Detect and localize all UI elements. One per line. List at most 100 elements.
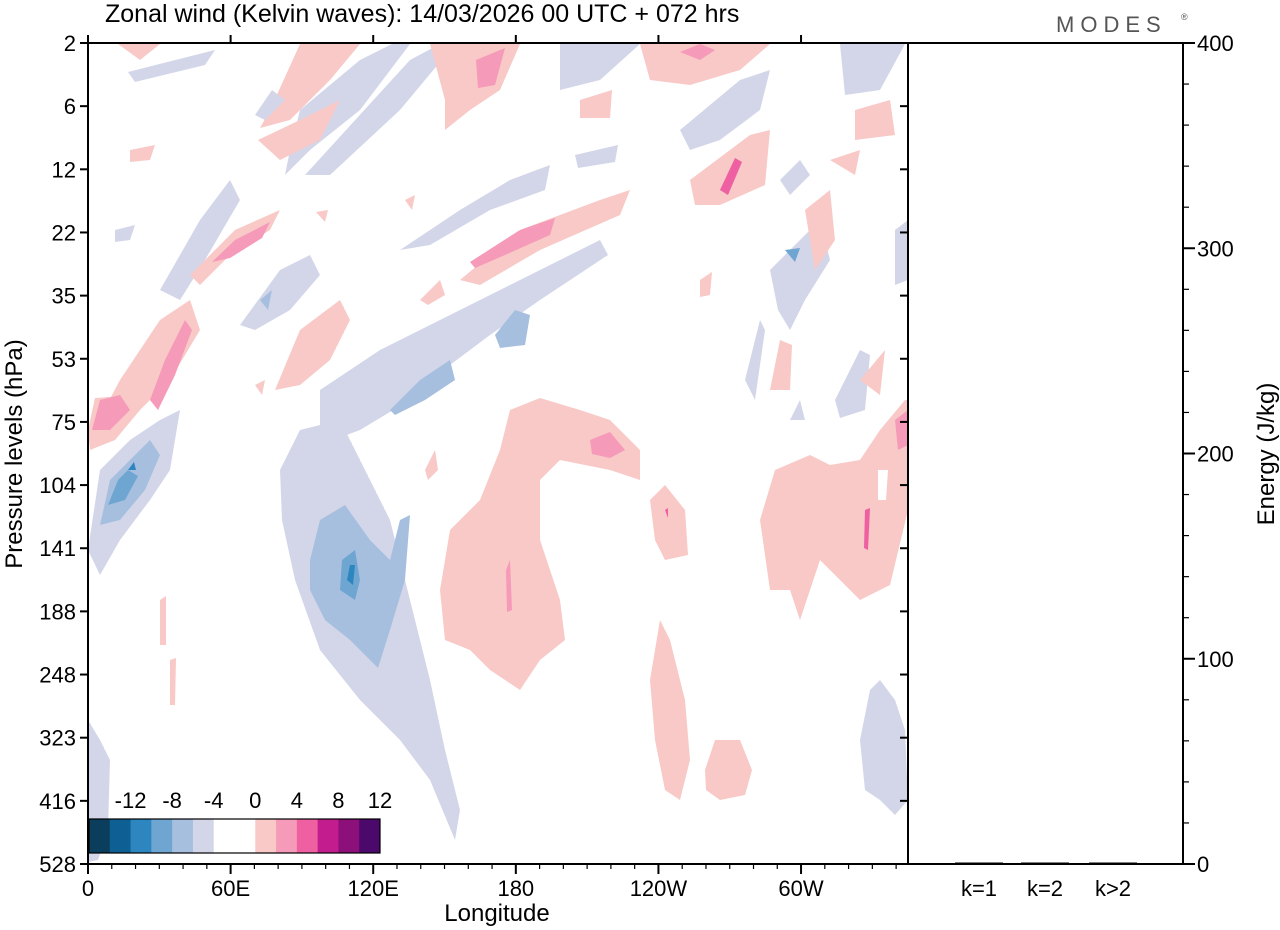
energy-bar xyxy=(1021,862,1069,864)
wind-anomaly-region xyxy=(860,680,908,815)
x-tick-label: 120E xyxy=(348,876,399,901)
colorbar-swatch xyxy=(255,819,277,853)
wind-anomaly-region xyxy=(320,240,608,445)
wind-anomaly-region xyxy=(390,360,455,415)
wind-anomaly-region xyxy=(878,470,888,500)
colorbar-swatch xyxy=(276,819,298,853)
y-tick-label: 35 xyxy=(52,284,76,309)
colorbar-swatch xyxy=(359,819,381,853)
y-tick-label: 104 xyxy=(39,473,76,498)
colorbar-label: 8 xyxy=(332,788,344,813)
wind-anomaly-region xyxy=(305,44,455,175)
wind-anomaly-region xyxy=(285,44,410,175)
wind-anomaly-region xyxy=(785,248,800,262)
y-tick-label: 188 xyxy=(39,599,76,624)
y-tick-label: 12 xyxy=(52,157,76,182)
wind-anomaly-region xyxy=(690,130,770,205)
wind-anomaly-region xyxy=(470,218,555,268)
wind-anomaly-region xyxy=(495,310,530,348)
wind-anomaly-region xyxy=(680,44,715,60)
wind-anomaly-region xyxy=(260,290,272,310)
colorbar-label: 12 xyxy=(368,788,392,813)
wind-anomaly-region xyxy=(420,280,445,305)
energy-category-label: k=2 xyxy=(1027,876,1063,901)
wind-anomaly-region xyxy=(400,165,550,250)
y-tick-label: 22 xyxy=(52,220,76,245)
brand-registered: ® xyxy=(1181,12,1188,22)
wind-anomaly-region xyxy=(745,320,765,400)
colorbar-label: -12 xyxy=(115,788,147,813)
y-tick-label: 528 xyxy=(39,852,76,877)
wind-anomaly-region xyxy=(316,210,328,222)
x-tick-label: 60E xyxy=(211,876,250,901)
colorbar-swatch xyxy=(192,819,215,853)
energy-axis-label: Energy (J/kg) xyxy=(1253,383,1280,526)
wind-anomaly-region xyxy=(440,398,640,690)
energy-tick-label: 300 xyxy=(1197,236,1234,261)
y-tick-label: 416 xyxy=(39,789,76,814)
wind-anomaly-region xyxy=(405,195,415,210)
colorbar-label: -8 xyxy=(162,788,182,813)
colorbar: -12 -8 -4 0 4 8 12 xyxy=(88,788,392,854)
wind-anomaly-region xyxy=(560,44,640,90)
wind-anomaly-region xyxy=(895,410,908,450)
wind-anomaly-region xyxy=(705,740,752,800)
wind-anomaly-region xyxy=(118,44,160,60)
x-axis-label: Longitude xyxy=(444,900,549,927)
wind-anomaly-region xyxy=(92,395,130,430)
y-tick-label: 2 xyxy=(64,31,76,56)
wind-anomaly-region xyxy=(835,350,870,418)
colorbar-label: -4 xyxy=(204,788,224,813)
wind-anomaly-region xyxy=(115,225,135,242)
energy-tick-label: 200 xyxy=(1197,442,1234,467)
y-tick-label: 248 xyxy=(39,663,76,688)
wind-anomaly-region xyxy=(128,50,215,82)
energy-bar xyxy=(955,862,1003,864)
wind-anomaly-region xyxy=(720,158,742,195)
energy-category-label: k=1 xyxy=(961,876,997,901)
colorbar-label: 0 xyxy=(249,788,261,813)
wind-anomaly-region xyxy=(650,485,688,560)
colorbar-swatch xyxy=(172,819,194,853)
wind-anomaly-region xyxy=(108,470,138,505)
energy-category-label: k>2 xyxy=(1095,876,1131,901)
brand-logo: MODES ® xyxy=(1056,12,1188,37)
wind-anomaly-region xyxy=(170,658,176,705)
wind-anomaly-region xyxy=(864,508,870,550)
y-tick-label: 141 xyxy=(39,536,76,561)
colorbar-swatch xyxy=(89,819,111,853)
colorbar-swatch xyxy=(338,819,360,853)
wind-anomaly-region xyxy=(275,300,350,390)
y-axis-label: Pressure levels (hPa) xyxy=(1,339,28,568)
wind-anomaly-region xyxy=(790,400,805,420)
energy-tick-label: 100 xyxy=(1197,647,1234,672)
wind-anomaly-region xyxy=(700,272,712,297)
wind-anomaly-region xyxy=(212,222,270,262)
wind-anomaly-region xyxy=(855,100,895,140)
wind-anomaly-region xyxy=(590,432,625,458)
wind-anomaly-region xyxy=(128,462,136,470)
wind-anomaly-region xyxy=(895,220,908,285)
colorbar-swatch xyxy=(234,819,256,853)
wind-anomaly-region xyxy=(150,320,192,410)
colorbar-swatch xyxy=(151,819,173,853)
wind-anomaly-region xyxy=(425,450,438,480)
wind-anomaly-region xyxy=(840,44,905,95)
colorbar-swatch xyxy=(130,819,152,853)
wind-anomaly-region xyxy=(506,560,512,612)
wind-anomaly-region xyxy=(575,145,618,168)
x-tick-label: 180 xyxy=(497,876,534,901)
wind-anomaly-region xyxy=(580,90,612,118)
wind-anomaly-region xyxy=(805,190,835,270)
wind-anomaly-region xyxy=(650,620,690,800)
wind-anomaly-region xyxy=(347,565,355,585)
wind-anomaly-region xyxy=(680,70,770,150)
wind-anomaly-region xyxy=(780,160,810,195)
x-tick-label: 0 xyxy=(82,876,94,901)
wind-anomaly-region xyxy=(640,44,770,85)
colorbar-label: 4 xyxy=(291,788,303,813)
wind-anomaly-region xyxy=(255,90,285,120)
chart-title: Zonal wind (Kelvin waves): 14/03/2026 00… xyxy=(105,0,739,28)
